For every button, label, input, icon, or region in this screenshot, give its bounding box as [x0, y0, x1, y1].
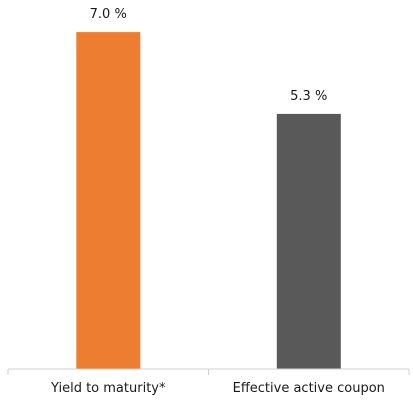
category-labels-layer: Yield to maturity* Effective active coupo…	[50, 381, 385, 396]
value-label: 7.0 %	[90, 7, 127, 22]
category-label: Effective active coupon	[233, 381, 385, 396]
category-label: Yield to maturity*	[50, 381, 166, 396]
bars-layer	[76, 32, 341, 370]
x-axis-ticks	[7, 369, 410, 375]
value-labels-layer: 7.0 % 5.3 %	[90, 7, 328, 104]
value-label: 5.3 %	[290, 89, 327, 104]
bar-effective-active-coupon	[276, 113, 341, 370]
bar-yield-to-maturity	[76, 32, 141, 369]
